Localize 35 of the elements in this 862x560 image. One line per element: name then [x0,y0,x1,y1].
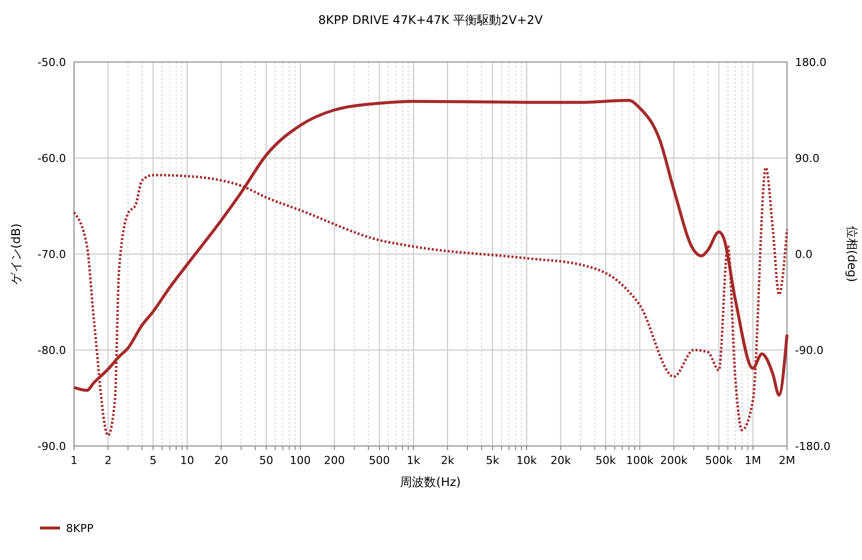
y-tick-label: -90.0 [38,440,66,453]
x-tick-label: 50k [596,454,617,467]
y2-tick-label: 90.0 [795,152,820,165]
x-tick-label: 100 [290,454,311,467]
y-tick-label: -70.0 [38,248,66,261]
x-tick-label: 10k [516,454,538,467]
y2-tick-label: 180.0 [795,56,826,69]
x-tick-label: 5 [150,454,157,467]
x-tick-label: 100k [626,454,654,467]
chart-title: 8KPP DRIVE 47K+47K 平衡駆動2V+2V [318,13,544,27]
x-tick-label: 1M [744,454,762,467]
x-tick-label: 2 [104,454,112,467]
y2-tick-label: -180.0 [795,440,830,453]
y2-tick-label: 0.0 [795,248,812,261]
x-tick-label: 10 [180,454,194,467]
x-tick-label: 50 [259,454,274,467]
y-axis-title: ゲイン(dB) [9,223,23,285]
y2-tick-label: -90.0 [795,344,824,357]
y-tick-label: -50.0 [38,56,66,69]
y2-axis-title: 位相(deg) [845,226,859,282]
y-tick-label: -80.0 [38,344,66,357]
x-tick-label: 200k [660,454,688,467]
x-tick-label: 2M [778,454,796,467]
x-axis-title: 周波数(Hz) [400,475,461,489]
x-tick-label: 1 [70,454,78,467]
x-tick-label: 200 [324,454,345,467]
x-tick-label: 500k [705,454,734,467]
x-tick-label: 500 [368,454,390,467]
legend-label: 8KPP [66,522,94,535]
x-tick-label: 1k [406,454,421,467]
x-tick-label: 2k [440,454,455,467]
y-tick-label: -60.0 [38,152,66,165]
x-tick-label: 20k [550,454,572,467]
x-tick-label: 20 [214,454,228,467]
x-tick-label: 5k [486,454,500,467]
